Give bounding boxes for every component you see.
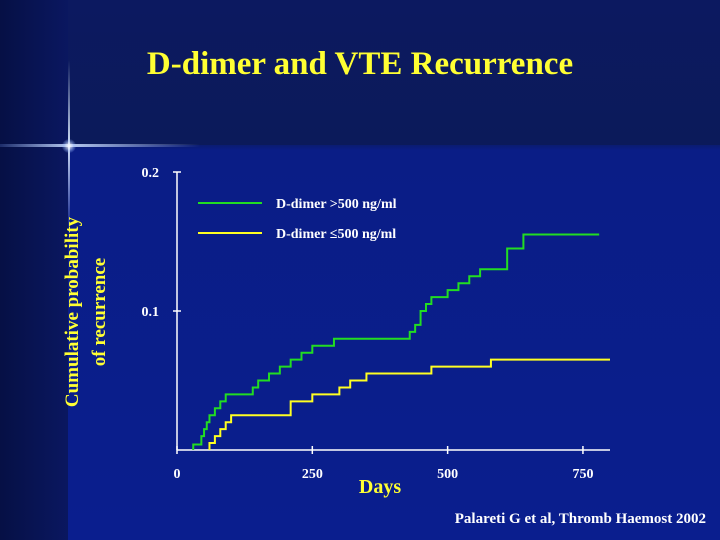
chart-series bbox=[192, 233, 610, 450]
x-tick-label: 750 bbox=[572, 467, 593, 482]
x-tick-label: 250 bbox=[302, 467, 323, 482]
series-line-high-ddimer bbox=[192, 233, 600, 450]
citation-text: Palareti G et al, Thromb Haemost 2002 bbox=[454, 511, 706, 527]
x-tick-label: 0 bbox=[174, 467, 181, 482]
legend-label: D-dimer ≤500 ng/ml bbox=[276, 227, 396, 242]
slide-title: D-dimer and VTE Recurrence bbox=[146, 46, 574, 82]
x-tick-label: 500 bbox=[437, 467, 458, 482]
chart-axes: 0 250 500 750 0.1 0.2 bbox=[142, 166, 610, 482]
legend-label: D-dimer >500 ng/ml bbox=[276, 197, 397, 212]
left-band bbox=[0, 0, 68, 540]
light-flare-center bbox=[62, 139, 76, 153]
light-flare-horizontal bbox=[0, 144, 200, 147]
series-line-low-ddimer bbox=[208, 358, 610, 450]
title-band bbox=[0, 0, 720, 145]
y-tick-label: 0.1 bbox=[142, 305, 160, 320]
x-axis-label: Days bbox=[358, 476, 402, 498]
chart-legend: D-dimer >500 ng/ml D-dimer ≤500 ng/ml bbox=[198, 197, 397, 242]
y-tick-label: 0.2 bbox=[142, 166, 160, 181]
